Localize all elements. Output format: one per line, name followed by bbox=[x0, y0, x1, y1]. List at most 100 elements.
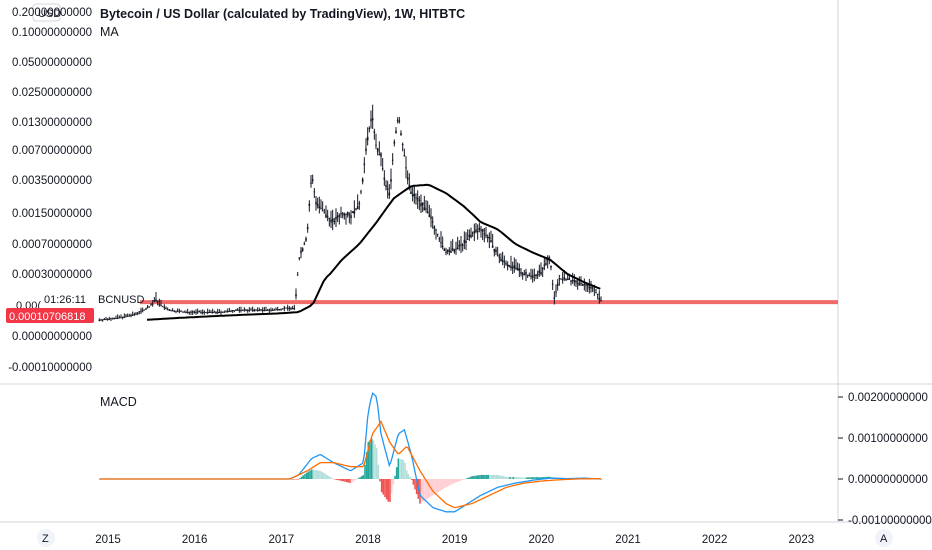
candle-body bbox=[230, 310, 232, 312]
candle-body bbox=[595, 292, 597, 294]
candle-body bbox=[388, 192, 391, 196]
ma-line bbox=[146, 183, 601, 321]
candle-body bbox=[498, 256, 501, 258]
candle-body bbox=[241, 309, 244, 311]
candle-body bbox=[111, 317, 114, 319]
histogram-bar bbox=[312, 469, 315, 479]
candle-body bbox=[338, 215, 341, 217]
candle-body bbox=[210, 312, 212, 314]
histogram-bar bbox=[377, 464, 380, 479]
histogram-bar bbox=[462, 479, 465, 480]
auto-scale-button[interactable] bbox=[875, 529, 893, 547]
candle-body bbox=[468, 234, 471, 237]
histogram-bar bbox=[297, 479, 300, 480]
histogram-bar bbox=[437, 479, 440, 493]
candle-body bbox=[165, 308, 167, 310]
histogram-bar bbox=[474, 475, 476, 479]
histogram-bar bbox=[357, 478, 360, 479]
candle-body bbox=[410, 191, 412, 195]
candle-body bbox=[323, 212, 326, 214]
price-tick-label: 0.00030000000 bbox=[12, 269, 92, 281]
macd-tick-label: 0.00200000000 bbox=[848, 392, 928, 404]
candle-body bbox=[380, 153, 382, 157]
histogram-bar bbox=[372, 440, 375, 479]
time-tick-label: 2020 bbox=[529, 534, 555, 546]
histogram-bar bbox=[307, 471, 310, 479]
candle-body bbox=[526, 274, 529, 276]
candle-body bbox=[448, 250, 451, 252]
macd-axis-ticks: 0.00200000000 0.00100000000 0.00000000000 -… bbox=[838, 392, 932, 527]
candle-body bbox=[255, 309, 257, 311]
candle-body bbox=[211, 312, 214, 314]
histogram-bar bbox=[527, 477, 530, 479]
histogram-bar bbox=[470, 476, 473, 479]
candle-body bbox=[390, 179, 392, 182]
candle-body bbox=[98, 319, 101, 321]
candle-body bbox=[396, 119, 399, 121]
candle-body bbox=[545, 263, 547, 265]
candle-body bbox=[235, 309, 237, 311]
candle-body bbox=[283, 307, 286, 309]
candle-body bbox=[193, 311, 196, 313]
histogram-bar bbox=[477, 475, 480, 479]
chart-frame bbox=[0, 0, 932, 523]
candle-body bbox=[250, 309, 252, 311]
candle-body bbox=[375, 144, 377, 146]
price-tick-label: 0.00350000000 bbox=[12, 175, 92, 187]
candle-body bbox=[186, 312, 189, 314]
histogram-bar bbox=[489, 474, 491, 479]
currency-box[interactable] bbox=[32, 3, 61, 22]
candle-body bbox=[116, 317, 119, 319]
candle-body bbox=[226, 311, 229, 313]
histogram-bar bbox=[294, 479, 296, 480]
candle-body bbox=[453, 249, 456, 252]
histogram-bar bbox=[329, 476, 331, 479]
candle-body bbox=[433, 226, 436, 229]
candle-body bbox=[575, 280, 577, 283]
candle-body bbox=[466, 238, 469, 240]
candle-body bbox=[490, 240, 492, 243]
histogram-bar bbox=[500, 475, 503, 479]
candle-body bbox=[188, 311, 191, 313]
candle-body bbox=[296, 274, 299, 276]
histogram-bar bbox=[334, 479, 336, 480]
candle-body bbox=[458, 244, 461, 247]
candle-body bbox=[205, 312, 207, 314]
candle-body bbox=[103, 318, 106, 320]
candle-body bbox=[538, 270, 541, 273]
candle-body bbox=[456, 247, 459, 250]
candle-body bbox=[445, 252, 447, 254]
candle-body bbox=[446, 249, 449, 252]
candle-body bbox=[295, 294, 297, 297]
histogram-bar bbox=[522, 477, 525, 479]
candle-body bbox=[508, 265, 511, 267]
candle-body bbox=[130, 314, 132, 316]
candle-body bbox=[408, 184, 411, 187]
candle-body bbox=[260, 309, 262, 311]
macd-label[interactable]: MACD bbox=[100, 395, 137, 409]
histogram-bar bbox=[319, 470, 321, 479]
candle-body bbox=[515, 267, 517, 269]
candle-body bbox=[288, 308, 291, 310]
candle-body bbox=[151, 303, 154, 305]
histogram-bar bbox=[514, 476, 516, 479]
candle-body bbox=[163, 307, 166, 309]
candle-body bbox=[136, 312, 139, 314]
histogram-bar bbox=[479, 475, 481, 479]
candle-body bbox=[411, 194, 414, 197]
zoom-button[interactable] bbox=[37, 529, 55, 547]
candle-body bbox=[451, 248, 454, 251]
histogram-bar bbox=[515, 477, 518, 479]
candle-body bbox=[138, 311, 141, 313]
histogram-bar bbox=[535, 477, 538, 479]
candle-body bbox=[270, 309, 272, 311]
candle-body bbox=[480, 229, 482, 231]
candle-body bbox=[176, 310, 179, 312]
histogram-bar bbox=[352, 479, 355, 482]
price-tick-label: 0.00000000000 bbox=[12, 331, 92, 343]
time-tick-label: 2018 bbox=[355, 534, 381, 546]
histogram-bar bbox=[379, 479, 381, 482]
candle-body bbox=[425, 208, 427, 210]
candle-body bbox=[198, 311, 201, 313]
ma-label[interactable]: MA bbox=[100, 25, 119, 39]
